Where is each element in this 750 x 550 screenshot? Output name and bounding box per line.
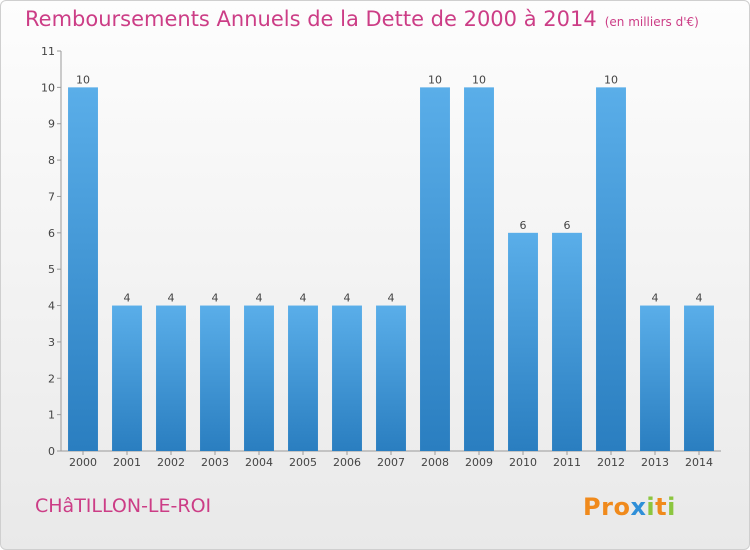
y-tick-label: 9	[48, 118, 55, 131]
chart-subtitle: (en milliers d'€)	[604, 15, 699, 29]
y-tick-label: 5	[48, 263, 55, 276]
data-label-2008: 10	[428, 73, 442, 86]
data-label-2003: 4	[212, 292, 219, 305]
bar-2005	[288, 305, 318, 451]
data-label-2001: 4	[124, 292, 131, 305]
labels-group: 10 2000 4 2001 4 2002 4 2003 4 2004 4 2005 4 2006 4 200…	[69, 73, 713, 469]
logo-letter: i	[646, 493, 656, 521]
bar-2007	[376, 305, 406, 451]
y-tick-label: 4	[48, 300, 55, 313]
y-tick-label: 2	[48, 372, 55, 385]
bars-group	[68, 87, 714, 451]
y-tick-label: 1	[48, 409, 55, 422]
chart-title-text: Remboursements Annuels de la Dette de 20…	[25, 7, 597, 31]
bar-2012	[596, 87, 626, 451]
bar-2002	[156, 305, 186, 451]
bar-2009	[464, 87, 494, 451]
logo-letter: i	[667, 493, 676, 521]
x-tick-label-2012: 2012	[597, 456, 625, 469]
data-label-2006: 4	[344, 292, 351, 305]
data-label-2012: 10	[604, 73, 618, 86]
data-label-2013: 4	[652, 292, 659, 305]
data-label-2000: 10	[76, 73, 90, 86]
x-tick-label-2014: 2014	[685, 456, 713, 469]
city-name: CHâTILLON-LE-ROI	[35, 495, 212, 517]
x-tick-label-2011: 2011	[553, 456, 581, 469]
logo-letter: P	[583, 493, 602, 521]
bar-2003	[200, 305, 230, 451]
x-tick-label-2008: 2008	[421, 456, 449, 469]
data-label-2014: 4	[696, 292, 703, 305]
bar-2008	[420, 87, 450, 451]
y-tick-label: 6	[48, 227, 55, 240]
bar-2001	[112, 305, 142, 451]
data-label-2007: 4	[388, 292, 395, 305]
data-label-2002: 4	[168, 292, 175, 305]
bar-2014	[684, 305, 714, 451]
logo-letter: r	[601, 493, 614, 521]
x-tick-label-2001: 2001	[113, 456, 141, 469]
x-tick-label-2013: 2013	[641, 456, 669, 469]
bar-2004	[244, 305, 274, 451]
x-tick-label-2005: 2005	[289, 456, 317, 469]
logo-letter: o	[613, 493, 631, 521]
logo-letter: t	[655, 493, 668, 521]
y-tick-label: 7	[48, 190, 55, 203]
data-label-2011: 6	[564, 219, 571, 232]
bar-2000	[68, 87, 98, 451]
y-tick-label: 3	[48, 336, 55, 349]
y-tick-label: 10	[41, 81, 55, 94]
bar-2013	[640, 305, 670, 451]
proxiti-logo[interactable]: Proxiti	[583, 493, 676, 521]
x-tick-label-2006: 2006	[333, 456, 361, 469]
x-tick-label-2004: 2004	[245, 456, 273, 469]
y-tick-label: 8	[48, 154, 55, 167]
data-label-2004: 4	[256, 292, 263, 305]
bar-2010	[508, 232, 538, 451]
x-tick-label-2009: 2009	[465, 456, 493, 469]
bar-2011	[552, 232, 582, 451]
data-label-2010: 6	[520, 219, 527, 232]
data-label-2005: 4	[300, 292, 307, 305]
y-tick-label: 11	[41, 45, 55, 58]
logo-letter: x	[630, 493, 647, 521]
x-tick-label-2000: 2000	[69, 456, 97, 469]
x-tick-label-2010: 2010	[509, 456, 537, 469]
x-tick-label-2003: 2003	[201, 456, 229, 469]
y-tick-label: 0	[48, 445, 55, 458]
x-tick-label-2002: 2002	[157, 456, 185, 469]
x-tick-label-2007: 2007	[377, 456, 405, 469]
chart-title: Remboursements Annuels de la Dette de 20…	[25, 7, 699, 31]
bar-2006	[332, 305, 362, 451]
data-label-2009: 10	[472, 73, 486, 86]
